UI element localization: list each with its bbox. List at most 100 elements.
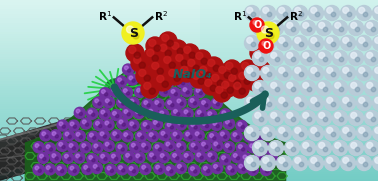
Circle shape [331, 102, 336, 107]
Circle shape [157, 42, 175, 60]
Circle shape [110, 152, 121, 163]
Circle shape [311, 37, 317, 43]
Circle shape [108, 102, 112, 105]
Bar [0, 170, 378, 172]
Circle shape [126, 153, 130, 157]
Bar [0, 30, 378, 32]
Circle shape [198, 78, 204, 84]
Circle shape [133, 125, 136, 128]
Circle shape [190, 70, 208, 88]
Circle shape [205, 57, 223, 75]
Circle shape [69, 144, 73, 148]
Circle shape [291, 147, 296, 152]
Circle shape [347, 132, 352, 137]
Circle shape [355, 27, 360, 32]
Bar [0, 167, 378, 170]
Circle shape [121, 87, 132, 98]
Circle shape [103, 140, 114, 151]
Circle shape [255, 82, 261, 88]
Circle shape [249, 77, 256, 83]
Circle shape [153, 76, 164, 87]
Circle shape [187, 113, 191, 116]
Circle shape [104, 93, 108, 96]
Circle shape [193, 102, 197, 105]
Circle shape [163, 114, 166, 117]
Circle shape [105, 121, 109, 125]
Circle shape [349, 50, 364, 66]
Circle shape [299, 12, 304, 17]
Circle shape [347, 42, 352, 47]
Circle shape [308, 96, 324, 110]
Circle shape [189, 141, 200, 152]
Circle shape [164, 140, 175, 151]
Bar [0, 70, 378, 72]
Circle shape [33, 164, 44, 175]
Circle shape [208, 112, 212, 116]
Circle shape [138, 67, 141, 71]
Circle shape [208, 153, 212, 157]
Circle shape [164, 56, 171, 64]
Circle shape [95, 99, 99, 103]
Circle shape [299, 102, 304, 107]
Circle shape [253, 140, 268, 155]
Circle shape [287, 82, 293, 88]
Circle shape [227, 87, 233, 93]
Circle shape [303, 52, 309, 58]
Circle shape [46, 166, 50, 170]
Circle shape [307, 147, 312, 152]
Circle shape [208, 59, 215, 66]
Circle shape [145, 65, 156, 76]
Circle shape [119, 166, 122, 170]
Circle shape [307, 117, 312, 122]
Circle shape [142, 143, 146, 147]
Circle shape [201, 101, 206, 104]
Circle shape [62, 145, 65, 149]
Circle shape [153, 121, 157, 124]
Circle shape [293, 96, 307, 110]
Circle shape [275, 27, 280, 32]
Circle shape [124, 151, 135, 163]
Circle shape [158, 104, 161, 107]
Circle shape [156, 165, 160, 169]
Circle shape [73, 169, 76, 172]
Circle shape [159, 85, 170, 96]
Bar [0, 77, 200, 81]
Circle shape [256, 154, 260, 158]
Circle shape [104, 97, 115, 108]
Circle shape [259, 117, 264, 122]
Circle shape [251, 132, 256, 137]
Circle shape [206, 169, 210, 173]
Circle shape [113, 132, 117, 136]
Circle shape [189, 52, 195, 58]
Circle shape [172, 108, 183, 119]
Circle shape [311, 157, 317, 163]
Circle shape [143, 122, 147, 126]
Circle shape [170, 126, 174, 129]
Circle shape [214, 142, 218, 146]
Circle shape [211, 115, 214, 118]
Circle shape [128, 120, 139, 131]
Circle shape [187, 76, 198, 87]
Circle shape [176, 71, 179, 74]
Circle shape [263, 7, 269, 13]
Circle shape [210, 134, 214, 138]
Text: NaIO₄: NaIO₄ [173, 68, 213, 81]
Circle shape [160, 66, 164, 70]
Circle shape [105, 99, 109, 103]
Circle shape [268, 20, 284, 35]
Circle shape [172, 42, 179, 49]
Circle shape [285, 50, 299, 66]
Circle shape [158, 109, 169, 120]
Circle shape [169, 62, 175, 68]
Circle shape [331, 12, 336, 17]
Circle shape [166, 142, 170, 146]
Circle shape [356, 96, 372, 110]
Circle shape [233, 133, 237, 136]
Circle shape [327, 37, 333, 43]
Bar [0, 25, 378, 27]
Bar [0, 88, 378, 90]
Circle shape [239, 145, 242, 149]
Circle shape [271, 52, 277, 58]
Circle shape [133, 33, 139, 39]
Circle shape [168, 100, 172, 104]
